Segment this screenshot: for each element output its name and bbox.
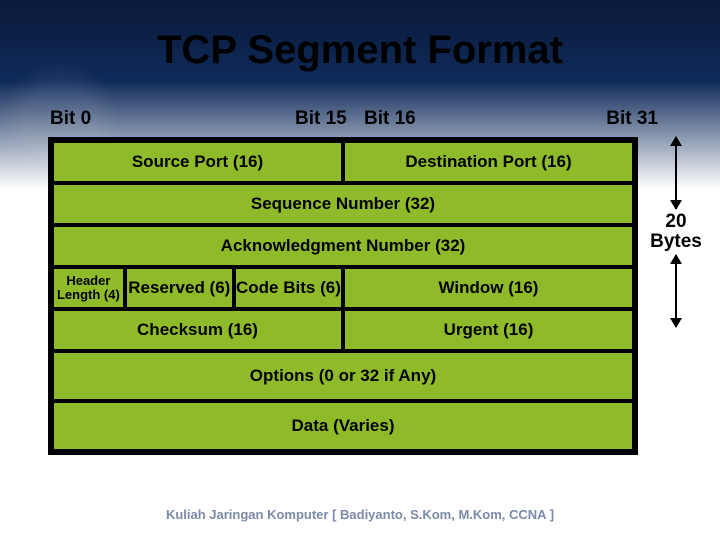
slide-footer: Kuliah Jaringan Komputer [ Badiyanto, S.… bbox=[0, 507, 720, 522]
bit-marker-0: Bit 0 bbox=[50, 108, 91, 130]
diagram-cell: Code Bits (6) bbox=[234, 267, 343, 309]
arrow-down-icon bbox=[675, 255, 677, 327]
tcp-diagram-wrap: Source Port (16)Destination Port (16)Seq… bbox=[48, 137, 638, 455]
diagram-row: Options (0 or 32 if Any) bbox=[52, 351, 634, 401]
diagram-row: Data (Varies) bbox=[52, 401, 634, 451]
diagram-row: Sequence Number (32) bbox=[52, 183, 634, 225]
diagram-cell: Header Length (4) bbox=[52, 267, 125, 309]
diagram-cell: Data (Varies) bbox=[52, 401, 634, 451]
diagram-row: Source Port (16)Destination Port (16) bbox=[52, 141, 634, 183]
bit-marker-15: Bit 15 bbox=[295, 108, 347, 130]
diagram-cell: Sequence Number (32) bbox=[52, 183, 634, 225]
diagram-cell: Urgent (16) bbox=[343, 309, 634, 351]
header-size-label: 20 Bytes bbox=[650, 209, 702, 255]
page-title: TCP Segment Format bbox=[0, 0, 720, 73]
diagram-cell: Checksum (16) bbox=[52, 309, 343, 351]
bit-marker-16: Bit 16 bbox=[364, 108, 416, 130]
diagram-cell: Destination Port (16) bbox=[343, 141, 634, 183]
diagram-cell: Window (16) bbox=[343, 267, 634, 309]
diagram-row: Header Length (4)Reserved (6)Code Bits (… bbox=[52, 267, 634, 309]
arrow-up-icon bbox=[675, 137, 677, 209]
diagram-cell: Source Port (16) bbox=[52, 141, 343, 183]
tcp-diagram: Source Port (16)Destination Port (16)Seq… bbox=[48, 137, 638, 455]
diagram-row: Checksum (16)Urgent (16) bbox=[52, 309, 634, 351]
diagram-cell: Options (0 or 32 if Any) bbox=[52, 351, 634, 401]
diagram-row: Acknowledgment Number (32) bbox=[52, 225, 634, 267]
bit-marker-31: Bit 31 bbox=[606, 108, 658, 130]
header-size-annotation: 20 Bytes bbox=[646, 137, 706, 327]
diagram-cell: Reserved (6) bbox=[125, 267, 234, 309]
diagram-cell: Acknowledgment Number (32) bbox=[52, 225, 634, 267]
